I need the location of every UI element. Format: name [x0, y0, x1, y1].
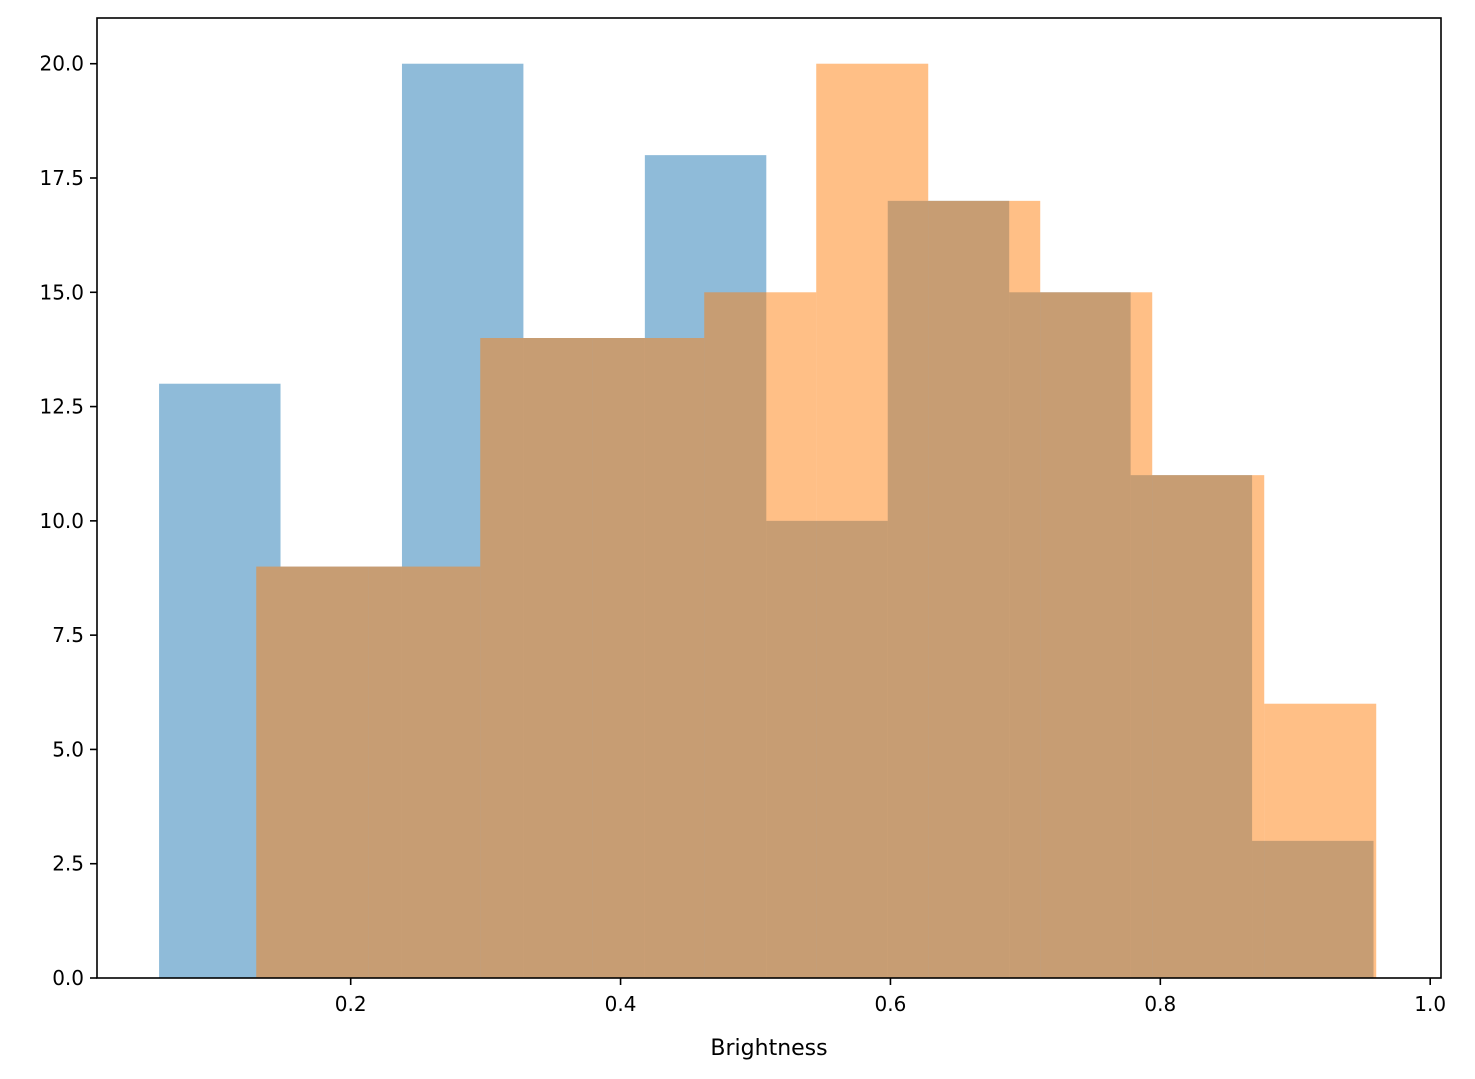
y-tick-label: 2.5: [52, 852, 84, 876]
x-tick-label: 1.0: [1414, 992, 1446, 1016]
series-2-bar-10: [1264, 703, 1377, 978]
x-tick-label: 0.8: [1144, 992, 1176, 1016]
y-tick-label: 10.0: [39, 509, 84, 533]
axes-frame: [96, 17, 1442, 979]
histogram-bars: [159, 63, 1377, 979]
x-tick-label: 0.4: [605, 992, 637, 1016]
x-axis-title: Brightness: [710, 1036, 827, 1061]
series-2-bar-9: [1152, 475, 1265, 978]
x-tick-label: 0.2: [335, 992, 367, 1016]
series-2-bar-5: [704, 292, 817, 978]
series-2-bar-7: [928, 200, 1041, 978]
y-tick-label: 0.0: [52, 966, 84, 990]
series-2-bar-4: [592, 338, 705, 978]
series-2-bar-6: [816, 63, 929, 978]
series-2-bar-8: [1040, 292, 1153, 978]
series-2-bar-1: [256, 566, 369, 978]
y-axis: 0.0 2.5 5.0 7.5 10.0 12.5 15.0 17.5 20.0: [39, 52, 97, 990]
x-axis: 0.2 0.4 0.6 0.8 1.0: [335, 978, 1446, 1016]
x-tick-label: 0.6: [875, 992, 907, 1016]
y-tick-label: 7.5: [52, 623, 84, 647]
y-tick-label: 12.5: [39, 395, 84, 419]
y-tick-label: 17.5: [39, 166, 84, 190]
series-2-bar-3: [480, 338, 593, 978]
y-tick-label: 20.0: [39, 52, 84, 76]
series-2-bar-2: [368, 566, 481, 978]
y-tick-label: 15.0: [39, 280, 84, 304]
y-tick-label: 5.0: [52, 737, 84, 761]
